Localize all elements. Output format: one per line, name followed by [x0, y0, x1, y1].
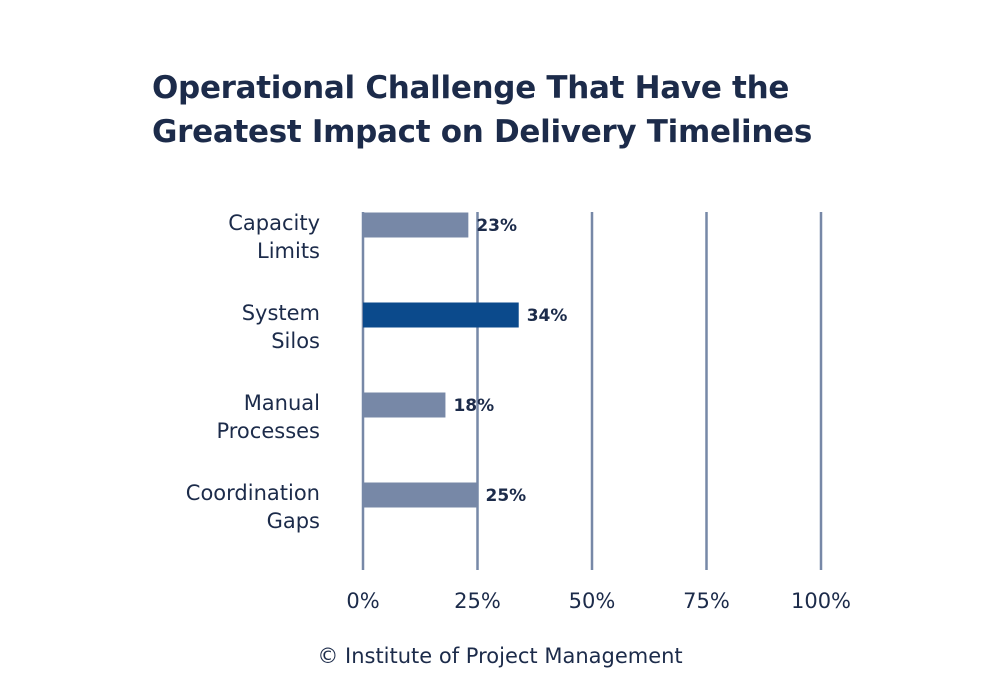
category-label: Capacity Limits	[228, 211, 320, 263]
source-credit: © Institute of Project Management	[317, 644, 683, 668]
data-label: 18%	[453, 396, 494, 416]
bar	[363, 482, 478, 508]
x-tick-label: 100%	[791, 589, 851, 613]
data-label: 23%	[476, 216, 517, 236]
chart-title-line-2: Greatest Impact on Delivery Timelines	[152, 114, 813, 150]
bar	[363, 392, 446, 418]
category-label: Coordination Gaps	[186, 481, 320, 533]
x-tick-label: 50%	[569, 589, 616, 613]
x-tick-label: 0%	[346, 589, 379, 613]
category-label: System Silos	[242, 301, 320, 353]
chart-title-line-1: Operational Challenge That Have the	[152, 70, 790, 106]
category-label: Manual Processes	[216, 391, 320, 443]
bar	[363, 302, 519, 328]
data-label: 25%	[486, 486, 527, 506]
labels: 0% 25% 50% 75% 100% 23% Capacity Limits 34% Syste…	[186, 211, 851, 613]
data-label: 34%	[527, 306, 568, 326]
x-tick-label: 25%	[454, 589, 501, 613]
chart-title: Operational Challenge That Have the Grea…	[152, 66, 912, 154]
grid-lines	[361, 212, 823, 570]
x-tick-label: 75%	[683, 589, 730, 613]
bar	[363, 212, 469, 238]
bars	[363, 212, 519, 508]
